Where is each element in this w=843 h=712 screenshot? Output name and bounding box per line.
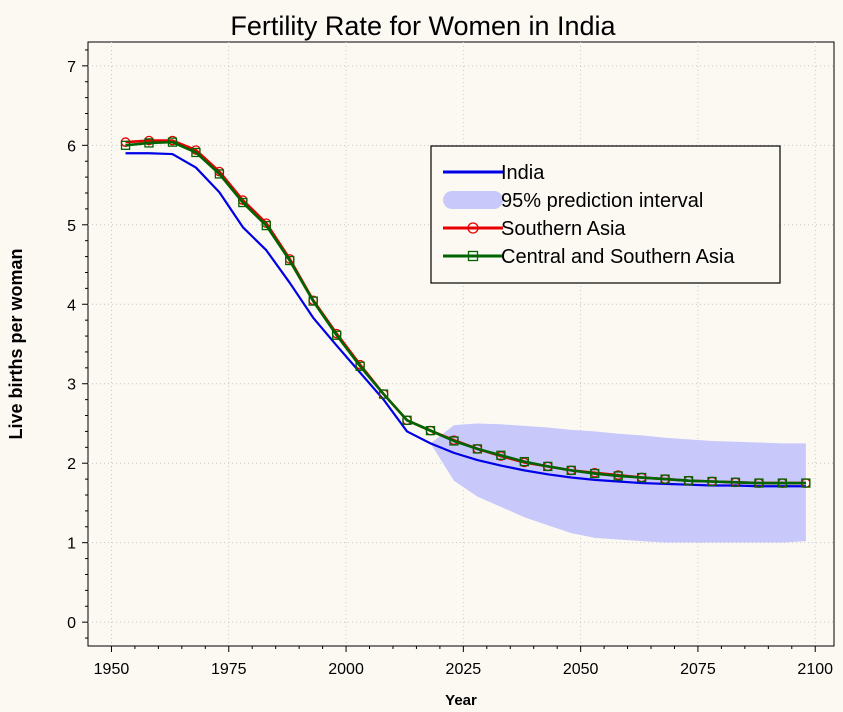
y-tick-label: 6	[67, 138, 76, 155]
y-axis: 0 1 2 3 4 5 6 7	[67, 49, 88, 639]
legend-item: Central and Southern Asia	[443, 246, 735, 268]
data-point	[613, 471, 623, 481]
x-axis: 1950 1975 2000 2025 2050 2075 2100	[94, 646, 833, 678]
data-point	[660, 474, 670, 484]
data-point	[214, 169, 225, 179]
data-point	[238, 197, 248, 208]
legend-item: India	[443, 162, 545, 184]
chart-title: Fertility Rate for Women in India	[230, 11, 616, 41]
x-tick-label: 1950	[94, 661, 130, 678]
data-point	[261, 220, 271, 231]
data-point	[543, 461, 553, 472]
y-tick-label: 3	[67, 377, 76, 394]
prediction-band	[430, 423, 806, 543]
grid	[88, 42, 834, 646]
x-tick-label: 2100	[797, 661, 833, 678]
data-point	[496, 450, 506, 460]
x-tick-label: 2050	[563, 661, 599, 678]
legend-label: India	[501, 162, 545, 184]
data-point	[730, 477, 741, 487]
data-point	[308, 296, 318, 306]
x-tick-label: 1975	[211, 661, 247, 678]
legend-item: Southern Asia	[443, 218, 626, 240]
data-point	[777, 478, 788, 488]
series-central-and-southern-asia	[120, 137, 811, 488]
data-point	[519, 456, 529, 467]
data-point	[754, 478, 764, 488]
data-point	[355, 361, 365, 371]
x-tick-label: 2000	[328, 661, 364, 678]
plot-area	[87, 41, 835, 647]
legend-marker	[467, 222, 479, 234]
series-layer	[120, 135, 811, 488]
y-tick-label: 0	[67, 615, 76, 632]
data-point	[144, 138, 154, 148]
data-point	[707, 476, 717, 487]
data-point	[167, 137, 178, 147]
legend-swatch	[443, 191, 503, 209]
x-axis-label: Year	[445, 692, 477, 709]
data-point	[683, 476, 694, 486]
data-point	[590, 468, 600, 479]
plot-frame	[87, 41, 835, 647]
data-point	[120, 140, 131, 150]
y-tick-label: 4	[67, 297, 76, 314]
y-axis-label: Live births per woman	[6, 248, 26, 439]
data-point	[449, 436, 459, 446]
y-tick-label: 2	[67, 456, 76, 473]
data-point	[801, 478, 811, 488]
y-tick-label: 5	[67, 218, 76, 235]
data-point	[566, 465, 576, 476]
legend: India 95% prediction interval Southern Asi…	[430, 145, 781, 284]
data-point	[332, 330, 342, 340]
legend-item: 95% prediction interval	[443, 190, 703, 212]
prediction-interval-area	[430, 423, 806, 543]
data-point	[425, 425, 436, 436]
y-tick-label: 1	[67, 536, 76, 553]
data-point	[636, 472, 647, 483]
legend-label: 95% prediction interval	[501, 190, 703, 212]
data-point	[378, 389, 389, 399]
data-point	[472, 444, 483, 454]
y-tick-label: 7	[67, 59, 76, 76]
legend-box	[430, 145, 781, 284]
x-tick-label: 2075	[680, 661, 716, 678]
data-point	[285, 255, 295, 266]
data-point	[191, 147, 201, 158]
legend-label: Central and Southern Asia	[501, 246, 735, 268]
legend-label: Southern Asia	[501, 218, 626, 240]
legend-marker	[467, 250, 479, 262]
x-tick-label: 2025	[446, 661, 482, 678]
data-point	[402, 415, 412, 425]
